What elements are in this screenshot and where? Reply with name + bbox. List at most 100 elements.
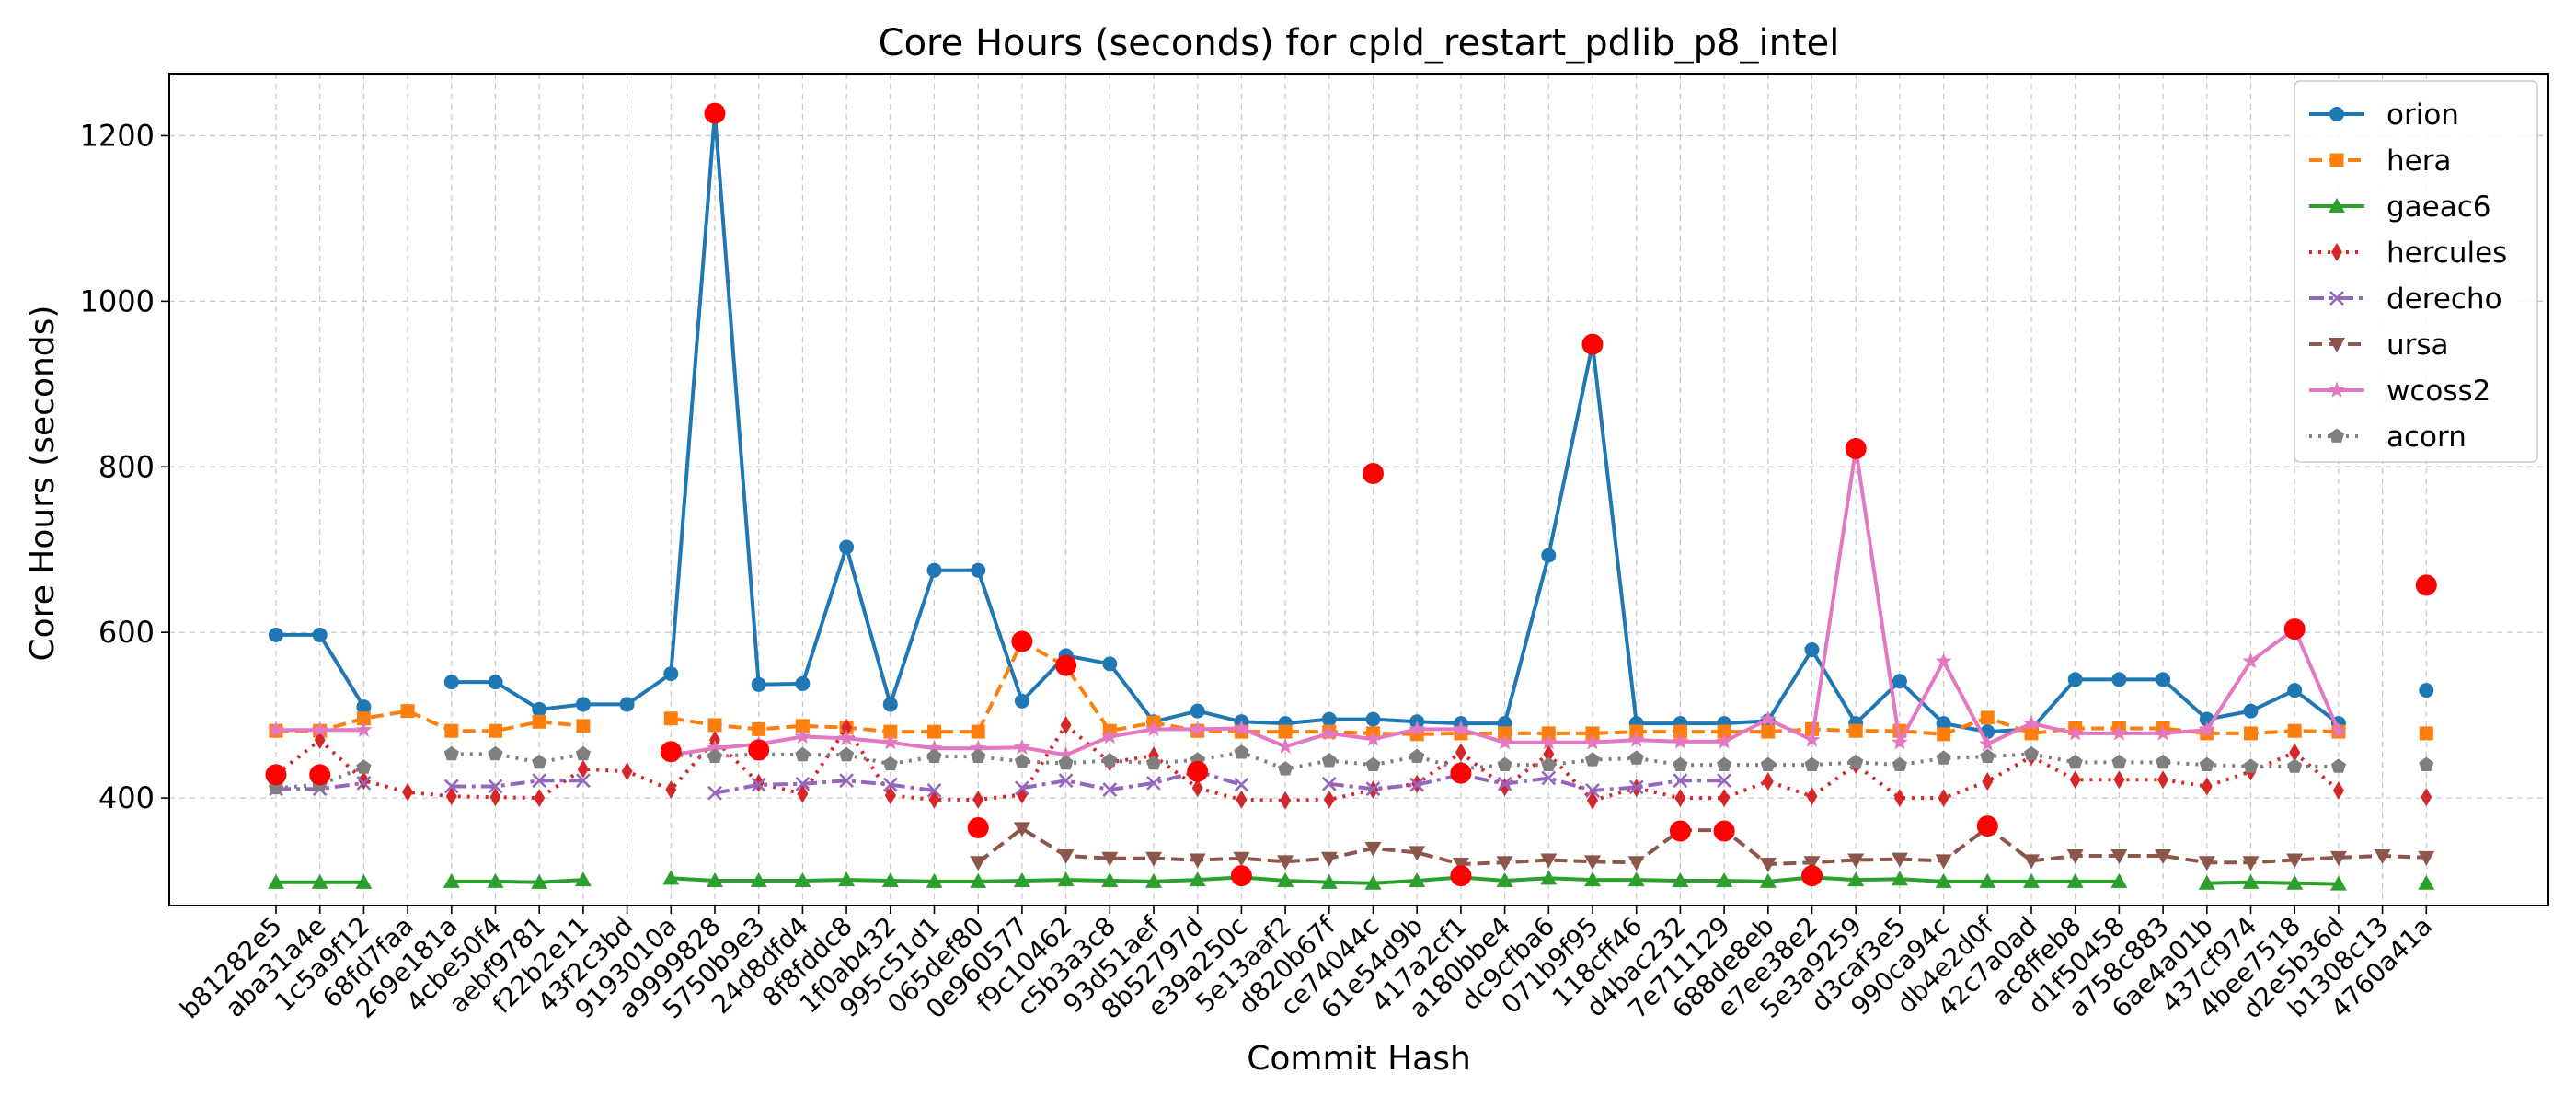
- data-point: [1892, 756, 1907, 771]
- data-point: [926, 748, 942, 763]
- data-point: [971, 748, 986, 763]
- data-point: [532, 754, 547, 769]
- legend-label: derecho: [2386, 283, 2502, 316]
- data-point: [1717, 756, 1732, 771]
- data-point: [752, 721, 766, 736]
- data-point: [487, 872, 504, 888]
- data-point: [1058, 773, 1074, 789]
- data-point: [1234, 744, 1249, 759]
- data-point: [2156, 754, 2171, 769]
- data-point: [1280, 791, 1292, 810]
- data-point: [1585, 726, 1600, 741]
- data-point: [2198, 874, 2215, 890]
- data-point: [1497, 776, 1512, 791]
- data-point: [2111, 672, 2127, 687]
- data-point: [1979, 872, 1996, 888]
- data-point: [1759, 710, 1777, 727]
- data-point: [1806, 787, 1818, 806]
- data-point: [970, 872, 987, 888]
- data-point: [1320, 851, 1338, 867]
- data-point: [1146, 775, 1161, 791]
- data-point: [1891, 733, 1908, 750]
- data-point: [1236, 790, 1248, 809]
- data-point: [1145, 720, 1162, 737]
- data-point: [2023, 854, 2040, 870]
- data-point: [1803, 731, 1821, 747]
- data-point: [1321, 711, 1337, 727]
- data-point: [795, 776, 811, 791]
- data-point: [2286, 853, 2304, 869]
- series-line: [976, 825, 2427, 866]
- data-point: [1540, 870, 1558, 885]
- data-point: [1452, 720, 1469, 737]
- data-point: [1014, 780, 1029, 796]
- y-tick-label: 600: [98, 615, 155, 650]
- highlight-point: [748, 739, 770, 761]
- data-point: [311, 873, 328, 889]
- data-point: [2242, 873, 2260, 889]
- data-point: [1935, 652, 1952, 669]
- highlight-point: [660, 741, 682, 763]
- data-point: [2067, 754, 2083, 769]
- data-point: [1717, 773, 1732, 789]
- legend-marker: [2329, 381, 2345, 398]
- data-point: [1543, 744, 1555, 764]
- data-point: [884, 786, 896, 805]
- data-point: [531, 873, 548, 889]
- data-point: [356, 699, 372, 715]
- data-point: [1320, 873, 1338, 889]
- data-point: [1628, 750, 1644, 765]
- data-point: [841, 718, 853, 737]
- plot-frame: [168, 73, 2549, 906]
- y-tick-label: 400: [98, 780, 155, 815]
- data-point: [2330, 758, 2346, 773]
- data-point: [1936, 716, 1951, 732]
- data-point: [797, 784, 809, 803]
- data-point: [926, 739, 943, 756]
- data-point: [2110, 724, 2128, 741]
- legend-marker: [2329, 291, 2344, 306]
- data-point: [1760, 756, 1776, 771]
- data-point: [1892, 674, 1907, 689]
- data-point: [443, 675, 459, 690]
- data-point: [311, 721, 328, 737]
- data-point: [1716, 872, 1733, 888]
- legend-entry-ursa: ursa: [2309, 329, 2449, 362]
- data-point: [2242, 652, 2260, 669]
- series-ursa: [970, 821, 2435, 873]
- data-point: [794, 728, 811, 744]
- legend-entry-acorn: acorn: [2309, 421, 2467, 454]
- data-point: [1452, 858, 1469, 873]
- legend-marker: [2329, 107, 2344, 121]
- data-point: [751, 777, 766, 792]
- data-point: [443, 745, 459, 761]
- data-point: [1013, 872, 1030, 888]
- data-point: [1277, 855, 1294, 871]
- data-point: [2329, 850, 2347, 866]
- data-point: [1365, 781, 1381, 797]
- data-point: [1057, 849, 1075, 865]
- data-point: [2023, 745, 2040, 761]
- data-point: [926, 872, 943, 888]
- data-point: [577, 759, 589, 779]
- data-point: [882, 756, 898, 771]
- data-point: [2067, 672, 2083, 687]
- data-point: [795, 746, 811, 762]
- legend-marker: [2329, 338, 2345, 352]
- y-tick-label: 1000: [80, 283, 155, 318]
- data-point: [355, 873, 373, 889]
- data-point: [1935, 872, 1952, 888]
- data-point: [1584, 871, 1601, 887]
- data-point: [2374, 849, 2391, 865]
- data-point: [839, 539, 855, 555]
- data-point: [882, 697, 898, 712]
- data-point: [576, 719, 591, 733]
- data-point: [2201, 777, 2213, 796]
- data-point: [1717, 724, 1731, 739]
- data-point: [2023, 872, 2040, 888]
- series-hera: [269, 634, 2433, 742]
- data-point: [532, 701, 547, 717]
- chart-title: Core Hours (seconds) for cpld_restart_pd…: [879, 22, 1840, 64]
- data-point: [1847, 853, 1865, 869]
